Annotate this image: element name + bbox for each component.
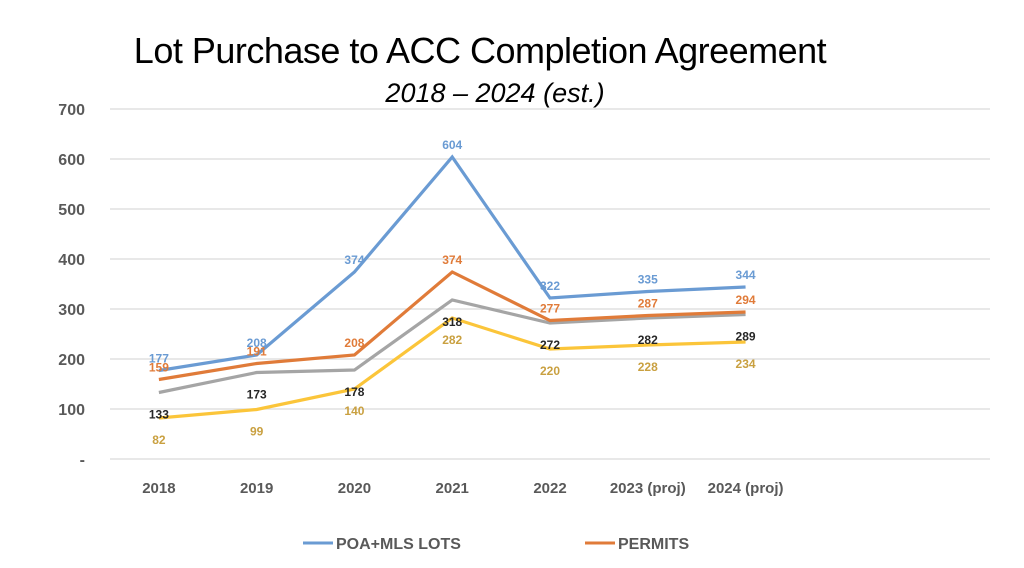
legend-label: PERMITS: [618, 536, 689, 553]
series-lines: [158, 154, 746, 420]
data-label: 344: [736, 268, 756, 282]
data-label: 159: [149, 361, 169, 375]
data-label: 289: [736, 330, 756, 344]
data-label: 234: [736, 357, 756, 371]
data-label: 177: [149, 352, 169, 366]
data-label: 322: [540, 279, 560, 293]
data-label: 208: [247, 336, 267, 350]
y-tick-label: -: [80, 452, 85, 469]
series-line-poa-mls-lots: [158, 154, 746, 373]
x-tick-label: 2022: [533, 480, 566, 497]
data-label: 287: [638, 297, 658, 311]
y-tick-label: 200: [58, 352, 85, 369]
y-tick-label: 100: [58, 402, 85, 419]
series-line-unnamed-3: [158, 316, 746, 420]
y-tick-label: 400: [58, 252, 85, 269]
y-tick-label: 700: [58, 102, 85, 119]
data-label: 335: [638, 273, 658, 287]
data-label: 318: [442, 315, 462, 329]
gridlines: [110, 108, 990, 460]
y-tick-label: 500: [58, 202, 85, 219]
data-label: 282: [638, 333, 658, 347]
x-axis: 2018 2019 2020 2021 2022 2023 (proj) 2024 (pro…: [142, 480, 783, 497]
data-label: 294: [736, 293, 756, 307]
data-label: 191: [247, 345, 267, 359]
x-tick-label: 2023 (proj): [610, 480, 686, 497]
data-label: 374: [344, 253, 364, 267]
x-tick-label: 2021: [436, 480, 469, 497]
data-label: 82: [152, 433, 166, 447]
data-label: 140: [344, 404, 364, 418]
chart-subtitle: 2018 – 2024 (est.): [385, 78, 605, 108]
data-label: 277: [540, 302, 560, 316]
data-label: 208: [344, 336, 364, 350]
data-label: 173: [247, 388, 267, 402]
data-label: 228: [638, 360, 658, 374]
x-tick-label: 2019: [240, 480, 273, 497]
data-label: 272: [540, 338, 560, 352]
x-tick-label: 2020: [338, 480, 371, 497]
data-label: 220: [540, 364, 560, 378]
series-line-unnamed-2: [158, 298, 746, 395]
data-label: 178: [344, 385, 364, 399]
legend: POA+MLS LOTS PERMITS: [303, 536, 689, 553]
data-label: 604: [442, 138, 462, 152]
y-tick-label: 600: [58, 152, 85, 169]
y-axis: - 100 200 300 400 500 600 700: [58, 102, 85, 469]
x-tick-label: 2024 (proj): [708, 480, 784, 497]
chart-title: Lot Purchase to ACC Completion Agreement: [133, 30, 827, 71]
legend-label: POA+MLS LOTS: [336, 536, 461, 553]
data-label: 133: [149, 408, 169, 422]
data-label: 99: [250, 425, 264, 439]
x-tick-label: 2018: [142, 480, 175, 497]
series-line-permits: [158, 270, 746, 382]
y-tick-label: 300: [58, 302, 85, 319]
data-label: 282: [442, 333, 462, 347]
data-label: 374: [442, 253, 462, 267]
